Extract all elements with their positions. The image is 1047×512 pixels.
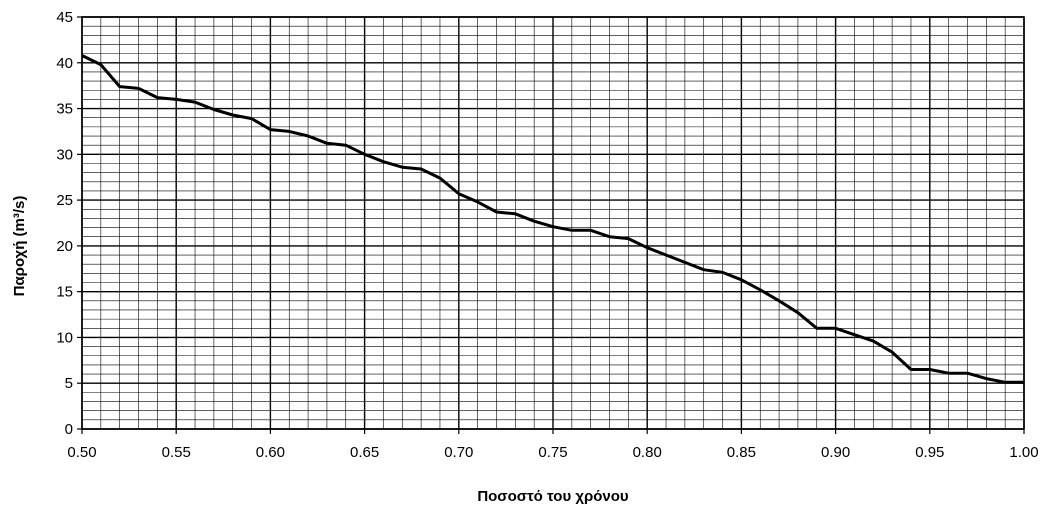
x-tick-label: 0.65 <box>350 444 379 461</box>
x-tick-label: 0.55 <box>162 444 191 461</box>
y-axis-title: Παροχή (m³/s) <box>11 196 28 297</box>
x-axis-title: Ποσοστό του χρόνου <box>477 488 629 505</box>
y-tick-label: 40 <box>56 55 73 72</box>
y-tick-label: 25 <box>56 192 73 209</box>
y-tick-labels: 0 5 10 15 20 25 30 35 40 45 <box>56 9 82 438</box>
x-tick-label: 0.70 <box>444 444 473 461</box>
series-line <box>81 54 1024 384</box>
y-tick-label: 30 <box>56 146 73 163</box>
x-tick-label: 0.75 <box>538 444 567 461</box>
y-tick-label: 15 <box>56 284 73 301</box>
x-tick-label: 0.90 <box>821 444 850 461</box>
x-tick-label: 0.80 <box>633 444 662 461</box>
x-tick-label: 0.85 <box>727 444 756 461</box>
y-tick-label: 35 <box>56 101 73 118</box>
y-tick-label: 5 <box>65 375 73 392</box>
y-tick-label: 45 <box>56 9 73 26</box>
y-tick-label: 10 <box>56 329 73 346</box>
x-tick-label: 1.00 <box>1009 444 1038 461</box>
x-tick-label: 0.50 <box>67 444 96 461</box>
y-tick-label: 20 <box>56 238 73 255</box>
x-tick-label: 0.60 <box>256 444 285 461</box>
x-tick-labels: 0.50 0.55 0.60 0.65 0.70 0.75 0.80 0.85 0.90 0.95… <box>67 429 1039 461</box>
y-tick-label: 0 <box>65 421 73 438</box>
grid <box>81 16 1025 430</box>
x-tick-label: 0.95 <box>915 444 944 461</box>
